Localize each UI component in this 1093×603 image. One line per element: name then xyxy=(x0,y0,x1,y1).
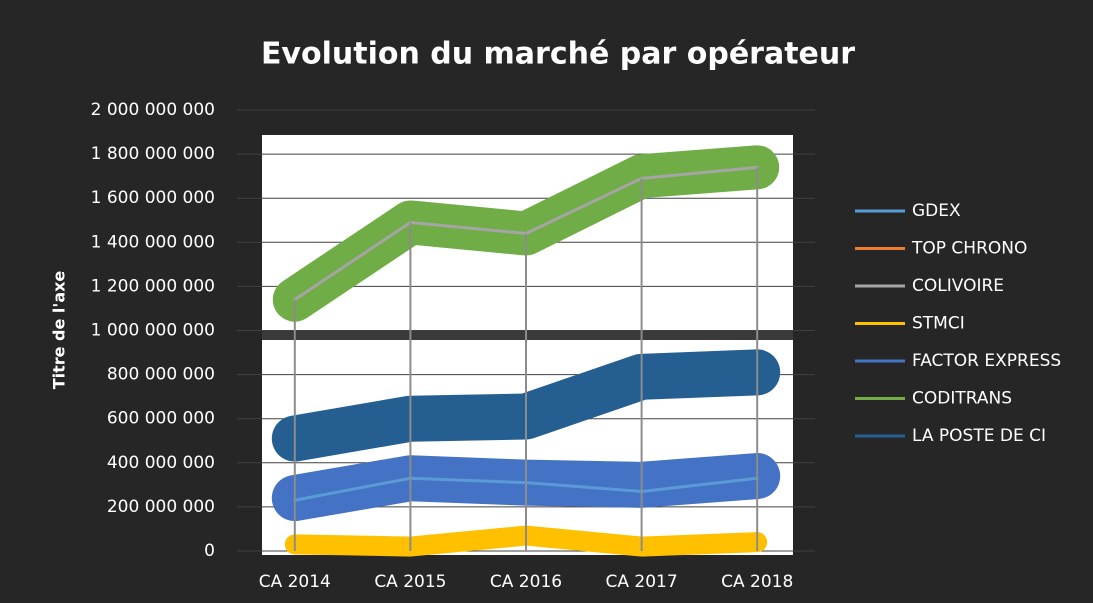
legend-label: STMCI xyxy=(912,314,965,334)
y-tick-label: 1 200 000 000 xyxy=(91,276,215,296)
legend-label: TOP CHRONO xyxy=(911,239,1027,259)
y-tick-label: 1 400 000 000 xyxy=(91,232,215,252)
legend-label: CODITRANS xyxy=(912,389,1012,409)
y-tick-label: 600 000 000 xyxy=(107,409,215,429)
legend-label: FACTOR EXPRESS xyxy=(912,351,1061,371)
legend-label: LA POSTE DE CI xyxy=(912,426,1046,446)
x-tick-label: CA 2015 xyxy=(374,572,446,592)
y-tick-label: 2 000 000 000 xyxy=(91,100,215,120)
y-tick-label: 1 000 000 000 xyxy=(91,321,215,341)
y-tick-label: 0 xyxy=(204,541,215,561)
y-tick-label: 400 000 000 xyxy=(107,453,215,473)
y-tick-label: 1 800 000 000 xyxy=(91,144,215,164)
legend-label: COLIVOIRE xyxy=(912,276,1004,296)
x-tick-label: CA 2014 xyxy=(259,572,331,592)
plot-overlay-band xyxy=(262,330,793,340)
y-tick-label: 800 000 000 xyxy=(107,365,215,385)
x-tick-label: CA 2016 xyxy=(490,572,562,592)
x-tick-label: CA 2018 xyxy=(721,572,793,592)
x-tick-label: CA 2017 xyxy=(606,572,678,592)
y-tick-label: 1 600 000 000 xyxy=(91,188,215,208)
chart-title: Evolution du marché par opérateur xyxy=(261,37,855,72)
y-tick-label: 200 000 000 xyxy=(107,497,215,517)
y-axis-title: Titre de l'axe xyxy=(50,271,69,390)
legend-label: GDEX xyxy=(912,201,961,221)
